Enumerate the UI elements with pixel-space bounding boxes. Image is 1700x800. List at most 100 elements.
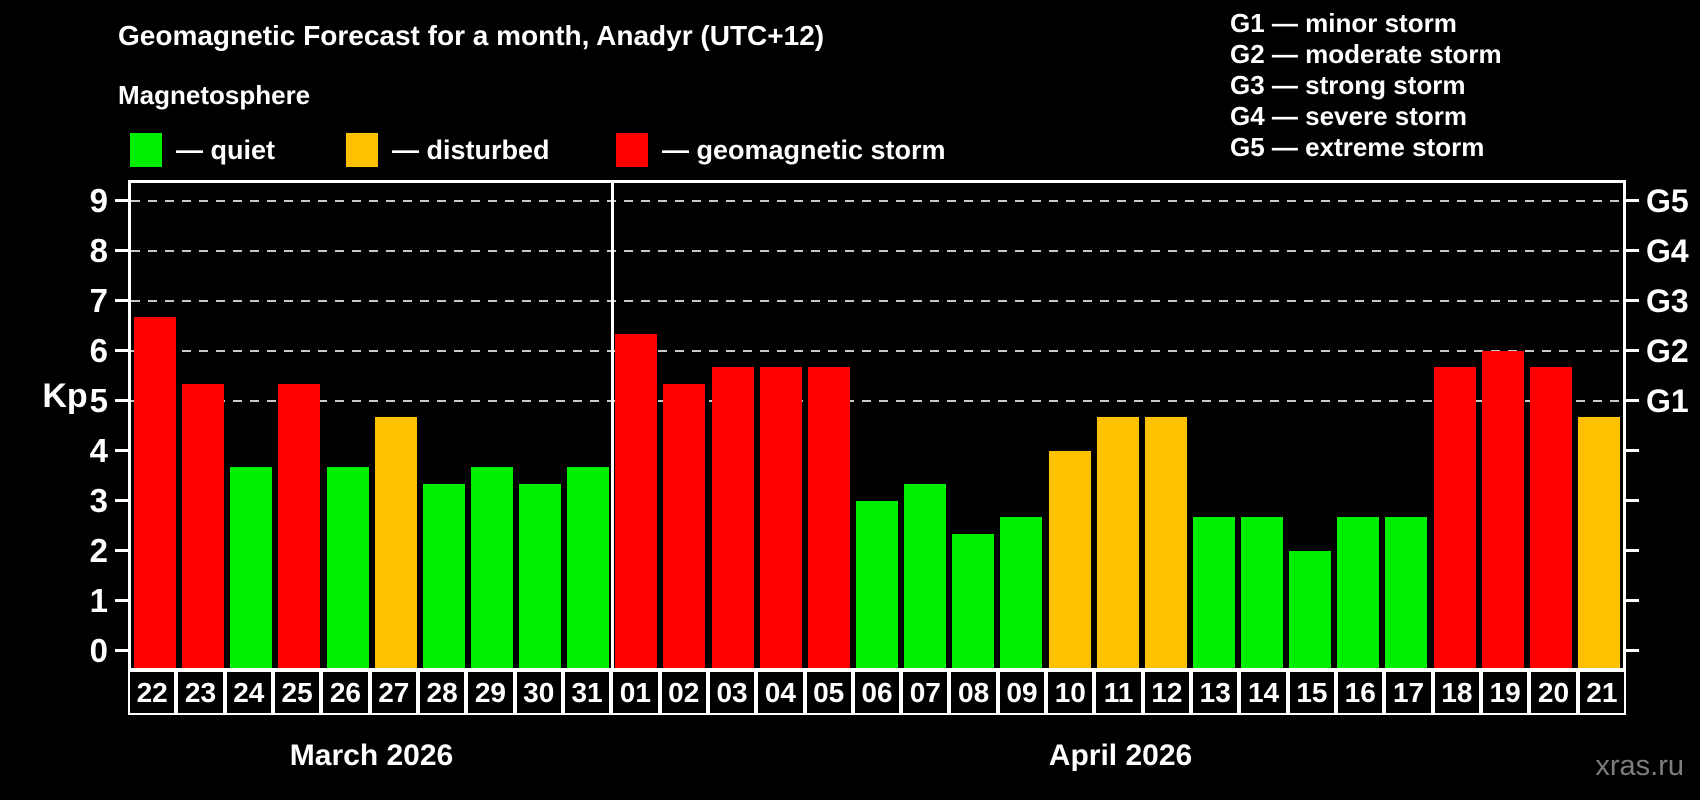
kp-bar — [952, 534, 995, 668]
storm-scale-g2: G2 — moderate storm — [1230, 39, 1502, 69]
magnetosphere-subtitle: Magnetosphere — [118, 80, 311, 110]
kp-tick-label: 4 — [89, 431, 108, 469]
date-label: 01 — [611, 670, 660, 715]
storm-scale-g3: G3 — strong storm — [1230, 70, 1466, 100]
xras-watermark: xras.ru — [1595, 750, 1684, 782]
kp-bar — [1096, 417, 1139, 668]
left-tick-mark — [115, 649, 128, 652]
kp-bar — [1048, 450, 1091, 668]
storm-scale-g4: G4 — severe storm — [1230, 101, 1468, 131]
storm-scale-legend: G1 — minor storm G2 — moderate storm G3 … — [1230, 8, 1502, 163]
kp-bar — [278, 384, 321, 668]
left-tick-mark — [115, 349, 128, 352]
kp-tick-label: 8 — [89, 231, 108, 269]
month-label-march: March 2026 — [289, 739, 454, 772]
disturbed-color-swatch — [346, 133, 378, 167]
kp-bar — [1289, 550, 1332, 668]
gridline-kp-5 — [131, 399, 1623, 402]
legend-item-storm: — geomagnetic storm — [616, 132, 946, 168]
right-tick-mark — [1626, 649, 1639, 652]
date-label: 29 — [466, 670, 515, 715]
date-label: 06 — [852, 670, 902, 715]
right-tick-mark — [1626, 249, 1639, 252]
kp-axis-label: Kp — [42, 377, 88, 415]
date-label: 02 — [659, 670, 708, 715]
kp-bar — [663, 384, 706, 668]
left-tick-mark — [115, 499, 128, 502]
page-title: Geomagnetic Forecast for a month, Anadyr… — [118, 20, 825, 51]
right-tick-mark — [1626, 449, 1639, 452]
kp-tick-label: 7 — [89, 281, 108, 319]
left-tick-mark — [115, 249, 128, 252]
g-level-label: G4 — [1646, 232, 1689, 269]
gridline-kp-9 — [131, 199, 1623, 202]
kp-tick-label: 3 — [89, 481, 108, 519]
right-tick-mark — [1626, 349, 1639, 352]
date-label: 28 — [417, 670, 467, 715]
kp-bar — [1144, 417, 1187, 668]
date-label: 17 — [1384, 670, 1433, 715]
left-tick-mark — [115, 299, 128, 302]
kp-bar — [1433, 367, 1476, 668]
date-label: 11 — [1094, 670, 1143, 715]
date-label: 13 — [1191, 670, 1240, 715]
left-tick-mark — [115, 199, 128, 202]
g-level-label: G5 — [1646, 182, 1689, 219]
date-label: 27 — [369, 670, 418, 715]
left-tick-mark — [115, 399, 128, 402]
left-tick-mark — [115, 549, 128, 552]
date-label: 24 — [224, 670, 273, 715]
kp-bar — [1529, 367, 1572, 668]
date-label: 09 — [997, 670, 1047, 715]
kp-bar — [182, 384, 225, 668]
kp-bar — [1241, 517, 1284, 668]
date-label: 16 — [1336, 670, 1385, 715]
gridline-kp-8 — [131, 249, 1623, 252]
kp-bar — [134, 317, 177, 668]
kp-bar — [422, 484, 465, 668]
right-tick-mark — [1626, 499, 1639, 502]
date-label: 08 — [949, 670, 998, 715]
kp-bar — [567, 467, 610, 668]
date-label: 12 — [1142, 670, 1192, 715]
kp-bar — [1337, 517, 1380, 668]
date-label: 10 — [1046, 670, 1095, 715]
date-axis-row: 22 23 24 25 26 27 28 29 30 31 01 02 03 04 05 06 07 08 09 10… — [128, 670, 1626, 715]
storm-scale-g1: G1 — minor storm — [1230, 8, 1457, 38]
kp-tick-label: 2 — [89, 531, 108, 569]
g-level-label: G3 — [1646, 282, 1689, 319]
kp-tick-label: 1 — [89, 581, 108, 619]
kp-tick-label: 9 — [89, 181, 108, 219]
kp-bar — [856, 500, 898, 668]
storm-color-swatch — [616, 133, 648, 167]
left-tick-mark — [115, 599, 128, 602]
gridline-kp-6 — [131, 349, 1623, 352]
kp-tick-label: 6 — [89, 331, 108, 369]
date-label: 23 — [176, 670, 225, 715]
date-label: 19 — [1481, 670, 1530, 715]
kp-bar — [519, 484, 562, 668]
date-label: 21 — [1577, 670, 1626, 715]
right-tick-mark — [1626, 299, 1639, 302]
storm-scale-g5: G5 — extreme storm — [1230, 132, 1485, 162]
date-label: 31 — [562, 670, 612, 715]
kp-bar — [1192, 517, 1235, 668]
date-label: 22 — [128, 670, 177, 715]
quiet-color-swatch — [130, 133, 162, 167]
kp-bar — [1000, 517, 1043, 668]
kp-bar — [615, 334, 658, 668]
kp-bar — [470, 467, 513, 668]
kp-bar — [326, 467, 369, 668]
legend-item-disturbed: — disturbed — [346, 132, 550, 168]
legend-item-quiet: — quiet — [130, 132, 275, 168]
date-label: 30 — [514, 670, 563, 715]
date-label: 07 — [901, 670, 950, 715]
right-tick-mark — [1626, 599, 1639, 602]
date-label: 03 — [707, 670, 757, 715]
kp-bar — [759, 367, 802, 668]
g-level-label: G2 — [1646, 332, 1689, 369]
date-label: 25 — [272, 670, 322, 715]
date-label: 04 — [756, 670, 805, 715]
date-label: 20 — [1529, 670, 1578, 715]
